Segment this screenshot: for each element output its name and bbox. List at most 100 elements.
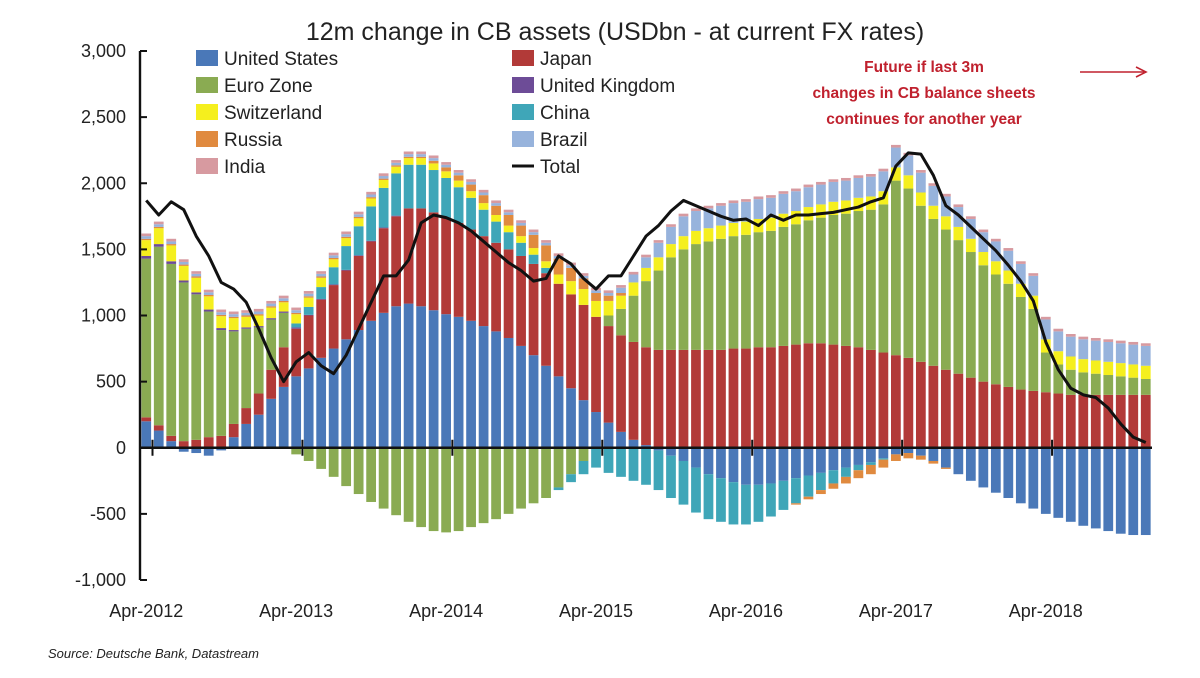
bar-switzerland-55 — [828, 201, 839, 215]
bar-switzerland-16 — [341, 238, 352, 247]
legend-item-switzerland: Switzerland — [196, 103, 322, 124]
bar-india-18 — [366, 191, 377, 195]
bar-euro-zone-66 — [965, 252, 976, 378]
bar-euro-zone-52 — [791, 224, 801, 345]
bar-brazil-43 — [678, 216, 689, 237]
annotation-line-2: changes in CB balance sheets — [812, 85, 1035, 102]
bar-china-20 — [391, 173, 401, 216]
bar-japan-43 — [678, 349, 689, 448]
bar-india-43 — [678, 213, 689, 217]
bar-united-states-19 — [378, 312, 389, 448]
bar-switzerland-28 — [491, 214, 501, 222]
bar-brazil-42 — [666, 226, 676, 245]
bar-switzerland-48 — [741, 221, 751, 235]
bar-switzerland-10 — [266, 307, 277, 319]
bar-euro-zone-39 — [628, 295, 639, 342]
bar-euro-zone-59 — [878, 204, 889, 353]
bar-india-16 — [341, 231, 352, 235]
bar-euro-zone-33 — [553, 447, 564, 488]
y-tick-label: 3,000 — [81, 41, 126, 61]
line-total — [145, 151, 1147, 444]
bar-brazil-62 — [915, 172, 926, 193]
bar-switzerland-29 — [503, 225, 514, 233]
bar-brazil-55 — [828, 181, 839, 202]
bar-united-states-11 — [278, 386, 289, 448]
bar-india-7 — [228, 311, 239, 315]
bar-united-states-57 — [853, 447, 864, 465]
bar-india-26 — [466, 179, 476, 182]
bar-china-51 — [778, 480, 789, 510]
bar-russia-28 — [491, 205, 501, 215]
bar-japan-50 — [766, 347, 776, 448]
bar-china-36 — [591, 447, 601, 468]
bar-russia-62 — [915, 455, 926, 460]
bar-china-39 — [628, 447, 639, 481]
source-note: Source: Deutsche Bank, Datastream — [48, 646, 259, 661]
bar-brazil-7 — [228, 314, 239, 317]
bar-japan-12 — [291, 328, 302, 377]
bar-russia-59 — [878, 459, 889, 468]
bar-euro-zone-9 — [253, 327, 264, 394]
bar-switzerland-77 — [1103, 361, 1114, 376]
bar-brazil-47 — [728, 203, 739, 223]
bar-china-30 — [516, 242, 526, 256]
bar-united-kingdom-17 — [353, 255, 364, 256]
bar-united-states-53 — [803, 447, 814, 476]
bar-japan-40 — [641, 347, 651, 446]
bar-india-19 — [378, 173, 389, 176]
bar-euro-zone-17 — [353, 447, 364, 495]
bar-russia-31 — [528, 234, 539, 249]
bar-china-31 — [528, 254, 539, 264]
bar-india-12 — [291, 307, 302, 311]
y-tick-label: -500 — [90, 504, 126, 524]
bar-switzerland-22 — [416, 158, 426, 165]
bar-india-9 — [253, 308, 264, 312]
bar-euro-zone-76 — [1090, 373, 1101, 395]
bar-euro-zone-55 — [828, 214, 839, 345]
bar-india-67 — [978, 229, 989, 233]
bar-india-23 — [428, 155, 439, 159]
bar-euro-zone-49 — [753, 232, 764, 348]
bar-brazil-31 — [528, 232, 539, 235]
bar-russia-23 — [428, 160, 439, 164]
bar-japan-7 — [228, 423, 239, 438]
bar-euro-zone-51 — [778, 226, 789, 346]
bar-india-27 — [478, 189, 489, 193]
bar-india-21 — [403, 151, 414, 155]
y-tick-label: 1,000 — [81, 306, 126, 326]
bar-china-27 — [478, 209, 489, 237]
bar-russia-8 — [241, 315, 252, 317]
bar-india-77 — [1103, 339, 1114, 342]
bar-united-states-62 — [915, 447, 926, 456]
bar-united-states-21 — [403, 303, 414, 448]
legend-item-euro-zone: Euro Zone — [196, 76, 313, 97]
bar-switzerland-35 — [578, 289, 589, 305]
bar-japan-36 — [591, 316, 601, 413]
annotation-arrow-icon — [1080, 66, 1148, 78]
bar-japan-52 — [791, 344, 801, 448]
bar-japan-26 — [466, 229, 476, 321]
bar-euro-zone-80 — [1140, 378, 1151, 395]
legend-swatch — [196, 131, 218, 147]
bar-brazil-19 — [378, 175, 389, 179]
bar-china-38 — [616, 447, 626, 477]
bar-brazil-38 — [616, 287, 626, 294]
bar-japan-65 — [953, 373, 964, 448]
bar-china-15 — [328, 267, 339, 285]
bar-united-states-3 — [178, 447, 189, 452]
bar-united-states-48 — [741, 447, 751, 485]
bar-china-52 — [791, 478, 801, 504]
y-tick-label: 0 — [116, 438, 126, 458]
bar-china-41 — [653, 450, 664, 491]
bar-japan-11 — [278, 347, 289, 387]
bar-united-states-69 — [1003, 447, 1014, 498]
bar-united-states-60 — [891, 447, 901, 455]
bar-japan-80 — [1140, 394, 1151, 448]
bar-switzerland-75 — [1078, 359, 1089, 373]
bar-russia-7 — [228, 316, 239, 319]
annotation: Future if last 3m changes in CB balance … — [812, 59, 1148, 128]
bar-switzerland-23 — [428, 163, 439, 171]
bar-united-states-29 — [503, 337, 514, 448]
bar-japan-38 — [616, 335, 626, 432]
bar-china-12 — [291, 323, 302, 328]
